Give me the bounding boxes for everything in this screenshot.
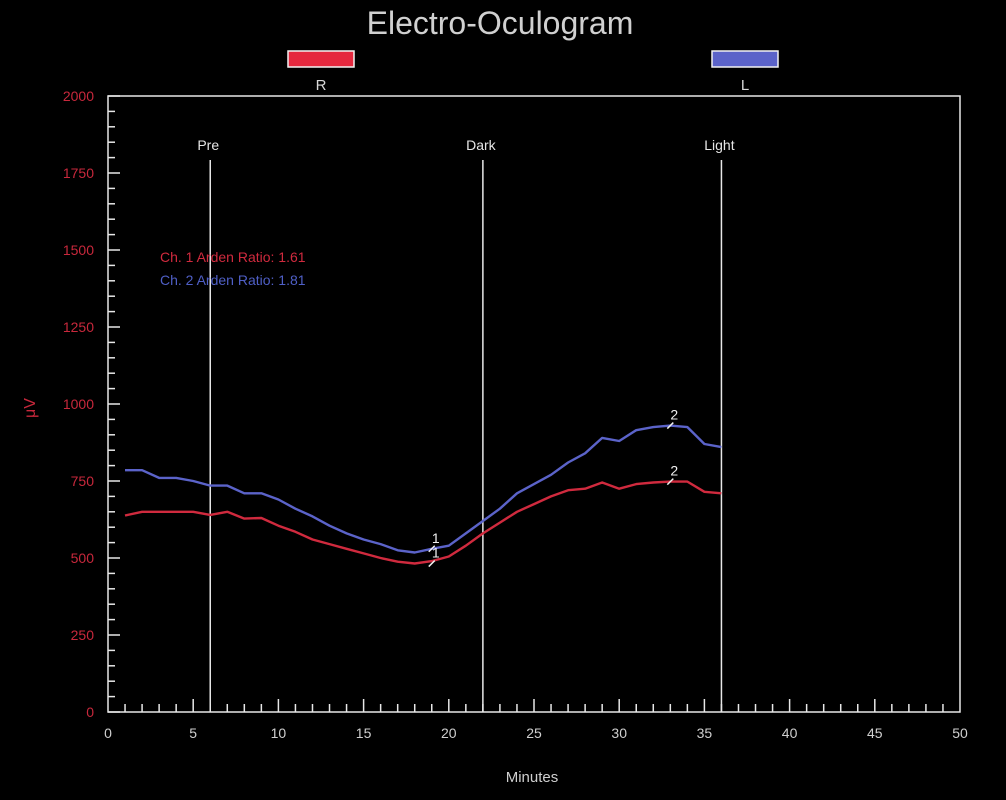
x-tick-label: 10 — [271, 725, 287, 741]
y-axis: 0 250 500 750 1000 1250 1500 1750 2000 — [63, 88, 120, 720]
x-tick-label: 0 — [104, 725, 112, 741]
x-tick-label: 20 — [441, 725, 457, 741]
legend-label-l: L — [741, 77, 749, 94]
x-axis: 0 5 10 15 20 25 30 35 40 45 50 — [104, 699, 968, 741]
x-tick-label: 15 — [356, 725, 372, 741]
y-tick-label: 250 — [71, 627, 95, 643]
point-label: 1 — [432, 530, 440, 546]
ratio-annotation-ch2: Ch. 2 Arden Ratio: 1.81 — [160, 272, 306, 288]
series-lines — [124, 424, 722, 565]
point-label: 2 — [670, 463, 678, 479]
y-tick-label: 1750 — [63, 165, 94, 181]
point-marker — [428, 560, 436, 568]
x-tick-label: 5 — [189, 725, 197, 741]
y-axis-label: μV — [22, 398, 39, 418]
point-label: 1 — [432, 545, 440, 561]
y-tick-label: 750 — [71, 473, 95, 489]
phase-label-light: Light — [704, 137, 734, 153]
point-marker — [428, 545, 436, 553]
x-tick-label: 45 — [867, 725, 883, 741]
legend: R L — [287, 50, 779, 94]
legend-label-r: R — [316, 77, 327, 94]
point-marker — [666, 422, 674, 430]
phase-label-pre: Pre — [197, 137, 219, 153]
y-tick-label: 2000 — [63, 88, 94, 104]
series-line-r — [124, 480, 722, 565]
chart-title: Electro-Oculogram — [367, 5, 634, 41]
y-tick-label: 1500 — [63, 242, 94, 258]
y-tick-label: 1000 — [63, 396, 94, 412]
phase-label-dark: Dark — [466, 137, 497, 153]
x-tick-label: 25 — [526, 725, 542, 741]
phase-markers: Pre Dark Light — [197, 137, 735, 712]
point-labels: 11 2 2 — [428, 407, 678, 568]
series-line-l — [125, 424, 722, 554]
legend-swatch-l — [711, 50, 779, 68]
y-tick-label: 500 — [71, 550, 95, 566]
point-label: 2 — [670, 407, 678, 423]
legend-swatch-r — [287, 50, 355, 68]
x-axis-label: Minutes — [506, 769, 559, 786]
x-tick-label: 35 — [697, 725, 713, 741]
x-tick-label: 30 — [611, 725, 627, 741]
y-tick-label: 1250 — [63, 319, 94, 335]
x-tick-label: 50 — [952, 725, 968, 741]
ratio-annotations: Ch. 1 Arden Ratio: 1.61 Ch. 2 Arden Rati… — [160, 249, 306, 288]
point-marker — [666, 478, 674, 486]
y-tick-label: 0 — [86, 704, 94, 720]
x-tick-label: 40 — [782, 725, 798, 741]
ratio-annotation-ch1: Ch. 1 Arden Ratio: 1.61 — [160, 249, 306, 265]
